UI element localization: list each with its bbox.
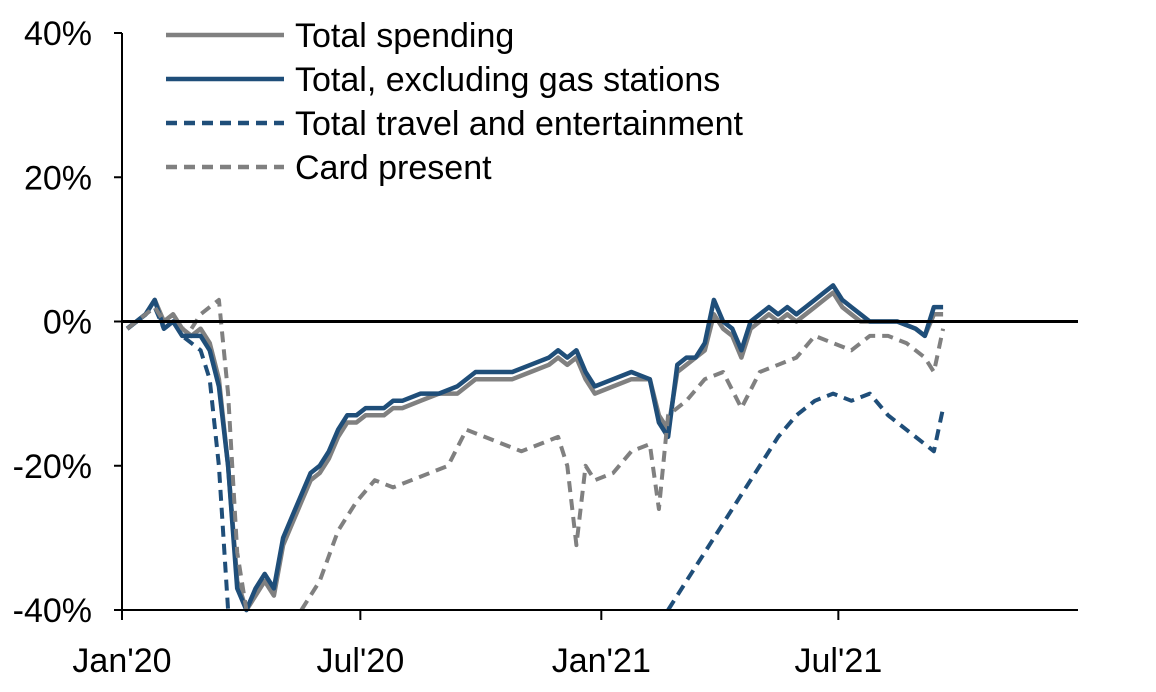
legend-label-3: Total travel and entertainment	[295, 105, 743, 143]
legend: Total spending Total, excluding gas stati…	[166, 17, 743, 187]
x-tick-label: Jan'21	[552, 642, 651, 680]
series-line-3	[125, 305, 946, 612]
x-tick-label: Jul'21	[794, 642, 882, 680]
series-line-4	[125, 297, 946, 612]
x-axis-ticks: Jan'20 Jul'20 Jan'21 Jul'21	[72, 610, 882, 680]
x-tick-label: Jan'20	[72, 642, 171, 680]
y-tick-label: 20%	[24, 159, 92, 197]
x-tick-label: Jul'20	[316, 642, 404, 680]
y-axis-ticks: 40% 20% 0% -20% -40%	[13, 15, 122, 630]
y-tick-label: 40%	[24, 15, 92, 53]
y-tick-label: -20%	[13, 448, 92, 486]
y-tick-label: -40%	[13, 592, 92, 630]
legend-label-4: Card present	[295, 149, 492, 187]
legend-label-1: Total spending	[295, 17, 514, 55]
plot-lines	[125, 283, 946, 613]
y-tick-label: 0%	[43, 304, 92, 342]
legend-label-2: Total, excluding gas stations	[295, 61, 720, 99]
